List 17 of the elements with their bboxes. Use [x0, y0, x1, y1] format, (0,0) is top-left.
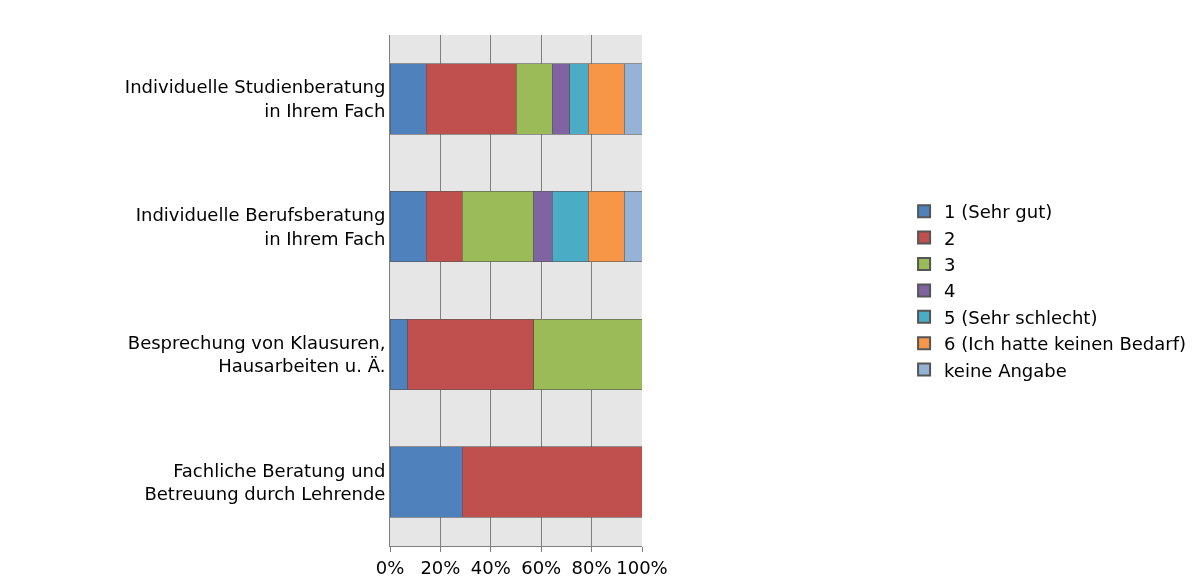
x-tick-label: 80%: [571, 556, 612, 578]
legend-label: 3: [944, 254, 956, 276]
x-tick-label: 100%: [616, 556, 668, 578]
legend-label: 5 (Sehr schlecht): [944, 306, 1098, 328]
y-tick-label: Individuelle Berufsberatung in Ihrem Fach: [135, 204, 386, 249]
x-tick-label: 60%: [521, 556, 562, 578]
x-tick-label: 20%: [420, 556, 461, 578]
y-tick-label: Besprechung von Klausuren, Hausarbeiten u. Ä.: [127, 331, 386, 377]
legend-label: 6 (Ich hatte keinen Bedarf): [944, 333, 1187, 355]
legend-label: 1 (Sehr gut): [944, 201, 1053, 223]
x-tick-label: 0%: [375, 556, 405, 578]
legend-label: keine Angabe: [944, 359, 1067, 381]
legend-label: 2: [944, 227, 956, 249]
legend-label: 4: [944, 280, 956, 302]
y-tick-label: Individuelle Studienberatung in Ihrem Fach: [124, 76, 386, 121]
x-tick-label: 40%: [470, 556, 511, 578]
y-tick-label: Fachliche Beratung und Betreuung durch Lehrende: [144, 459, 386, 505]
